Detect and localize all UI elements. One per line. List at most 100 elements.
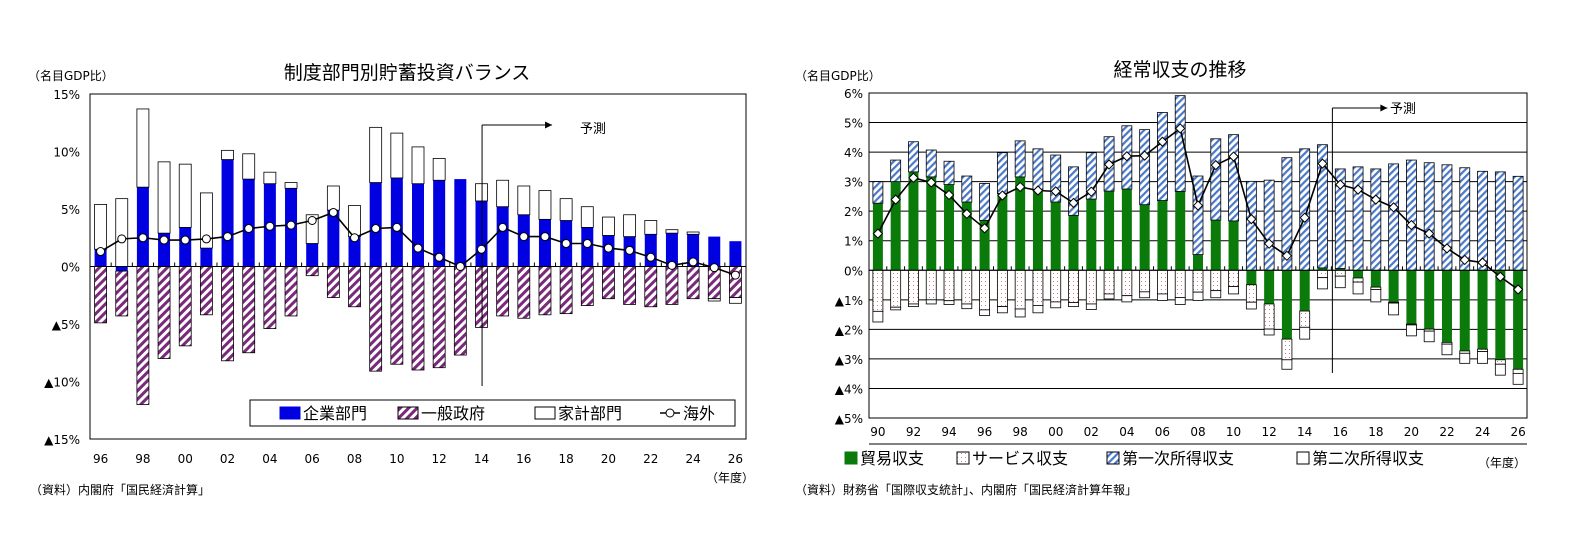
x-tick-label: 02 [220,452,235,466]
line-point-経常収支 [997,190,1008,201]
x-tick-label: 12 [432,452,447,466]
bar-第一次所得収支 [1085,152,1097,200]
bar-貿易収支 [1406,270,1417,325]
line-point-経常収支 [1406,219,1417,231]
bar-サービス収支 [1228,269,1239,287]
y-tick-label: ▲15% [44,433,80,447]
bar-貿易収支 [1175,191,1186,271]
bar-サービス収支 [908,269,919,305]
bar-一般政府 [263,266,277,329]
line-point-経常収支 [1210,159,1221,171]
bar-企業部門 [179,227,192,267]
bar-第一次所得収支 [979,183,990,221]
y-tick-label: 3% [844,176,863,190]
y-tick-label: 4% [844,146,863,160]
legend-swatch-企業部門 [279,406,301,420]
y-tick-label: 15% [53,88,80,102]
bar-一般政府 [686,266,700,300]
line-point-経常収支 [961,208,973,220]
bar-サービス収支 [1174,269,1186,298]
y-tick-label: 5% [61,203,80,217]
line-point-経常収支 [1228,151,1239,162]
bar-家計部門 [263,171,277,185]
bar-一般政府 [284,266,298,317]
line-point-経常収支 [1281,250,1293,262]
bar-第一次所得収支 [1050,154,1062,203]
bar-一般政府 [453,266,467,356]
line-point-海外 [138,233,148,243]
x-tick-label: 26 [1510,425,1525,439]
bar-第一次所得収支 [1245,180,1257,271]
bar-第一次所得収支 [1370,168,1382,271]
bar-サービス収支 [1263,303,1275,330]
bar-サービス収支 [1352,277,1364,283]
x-tick-label: 24 [685,452,700,466]
legend: 企業部門 一般政府 家計部門 海外 [249,399,736,427]
bar-貿易収支 [1193,254,1203,271]
y-tick-label: ▲10% [44,376,80,390]
bar-サービス収支 [996,269,1008,308]
line-point-経常収支 [1246,213,1257,225]
bar-家計部門 [538,190,552,220]
bar-第二次所得収支 [1459,352,1471,364]
bar-第二次所得収支 [1352,281,1364,295]
bar-貿易収支 [1335,268,1346,271]
bar-サービス収支 [1281,338,1293,361]
legend-swatch-第一次所得収支 [1106,451,1120,465]
line-point-海外 [244,224,254,234]
bar-家計部門 [517,185,531,216]
bar-サービス収支 [1245,284,1257,303]
line-point-経常収支 [1441,243,1453,254]
bar-企業部門 [729,241,742,267]
bar-第二次所得収支 [1370,289,1382,303]
bar-第一次所得収支 [890,159,902,183]
bar-第二次所得収支 [1157,293,1168,301]
bar-家計部門 [326,185,340,211]
bar-貿易収支 [1032,190,1043,271]
line-point-経常収支 [1068,197,1079,209]
bar-一般政府 [411,266,425,371]
bar-第一次所得収支 [1192,175,1204,256]
bar-サービス収支 [1068,269,1079,303]
bar-第一次所得収支 [1423,162,1435,271]
bar-第二次所得収支 [1210,290,1222,299]
line-point-経常収支 [1423,228,1435,239]
x-tick-label: 22 [1439,425,1454,439]
x-tick-label: 00 [178,452,193,466]
legend-label: 一般政府 [421,404,485,423]
bar-第二次所得収支 [925,299,937,305]
x-tick-label: 98 [135,452,150,466]
bar-第二次所得収支 [1085,303,1097,310]
bar-第二次所得収支 [961,303,973,310]
line-point-海外 [476,244,486,254]
bar-サービス収支 [1317,269,1328,279]
line-point-海外 [328,207,338,217]
line-point-経常収支 [1032,185,1044,196]
plot-area-frame [868,92,1528,419]
bar-一般政府 [199,266,213,316]
legend-swatch-家計部門 [534,406,556,420]
bar-貿易収支 [1299,270,1310,312]
bar-サービス収支 [1032,269,1044,306]
bar-企業部門 [136,187,149,267]
line-point-経常収支 [1086,186,1097,197]
bar-貿易収支 [926,176,937,271]
bar-一般政府 [305,266,319,277]
line-point-経常収支 [1317,158,1328,169]
y-tick-label: ▲4% [835,382,863,396]
bar-家計部門 [369,126,383,183]
bar-第二次所得収支 [1441,343,1453,356]
line-point-経常収支 [1335,179,1346,190]
bar-企業部門 [390,177,403,267]
line-point-海外 [709,263,719,273]
bar-第二次所得収支 [943,300,955,305]
bar-サービス収支 [1014,269,1026,310]
line-point-海外 [265,221,275,231]
bar-企業部門 [454,179,467,267]
bar-一般政府 [157,266,171,359]
bar-第一次所得収支 [1157,112,1168,201]
bar-第一次所得収支 [1477,170,1488,271]
bar-第一次所得収支 [1263,179,1275,271]
bar-貿易収支 [1228,220,1239,271]
bar-企業部門 [327,210,340,267]
